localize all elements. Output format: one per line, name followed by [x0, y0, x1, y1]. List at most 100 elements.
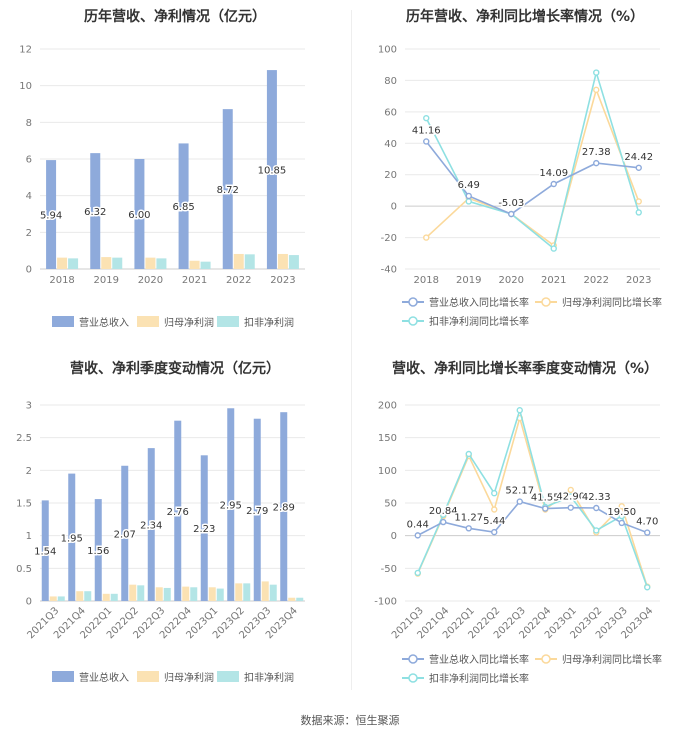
data-label: 2.89 — [273, 503, 295, 514]
legend-marker — [408, 316, 418, 326]
bar-归母净利润 — [233, 253, 244, 269]
series-point — [465, 192, 472, 200]
legend-marker — [408, 673, 418, 683]
y-tick-label: 3 — [26, 401, 32, 412]
data-label: 6.49 — [458, 180, 480, 191]
legend-swatch — [52, 316, 74, 327]
series-line-扣非净利润同比增长率 — [425, 69, 640, 250]
series-point — [414, 532, 421, 539]
series-point — [542, 505, 549, 512]
y-tick-label: -50 — [381, 564, 397, 575]
data-label: 6.00 — [128, 210, 150, 221]
bar-扣非净利润 — [296, 597, 304, 601]
y-tick-label: -20 — [381, 233, 397, 244]
series-point — [423, 138, 430, 145]
series-point — [593, 527, 600, 534]
chart-title: 营收、净利季度变动情况（亿元） — [70, 361, 280, 377]
data-label: 1.95 — [61, 533, 83, 544]
chart-title: 历年营收、净利情况（亿元） — [84, 9, 266, 25]
series-point — [635, 198, 642, 205]
y-tick-label: 0.5 — [16, 564, 32, 575]
chart-canvas: -40 -20 0 20 40 60 80 100 2018 2019 2020 2021 2022 20… — [378, 45, 662, 329]
bar-扣非净利润 — [163, 587, 171, 601]
y-tick-label: 100 — [378, 466, 397, 477]
bar-营业总收入 — [266, 70, 277, 269]
x-tick-label: 2023 — [626, 275, 651, 286]
bar-营业总收入 — [46, 160, 57, 269]
series-point — [516, 498, 523, 505]
bar-营业总收入 — [121, 465, 129, 601]
data-label: 6.32 — [84, 207, 106, 218]
bar-扣非净利润 — [269, 584, 277, 601]
bar-扣非净利润 — [216, 588, 224, 601]
data-label: 24.42 — [624, 152, 653, 163]
y-tick-label: 20 — [384, 170, 397, 181]
series-point — [550, 245, 557, 252]
bar-归母净利润 — [261, 581, 269, 601]
y-tick-label: 2 — [26, 228, 32, 239]
bar-营业总收入 — [200, 455, 208, 601]
y-tick-label: 2 — [26, 466, 32, 477]
y-tick-label: 2.5 — [16, 433, 32, 444]
data-label: 2.07 — [114, 529, 136, 540]
x-tick-label: 2018 — [414, 275, 439, 286]
quarterly-revenue-profit-chart: 营收、净利季度变动情况（亿元） 0 0.5 1 1.5 2 2.5 3 2021Q3 1.54 2… — [0, 350, 350, 710]
bar-营业总收入 — [134, 159, 145, 269]
vertical-divider — [351, 10, 352, 690]
series-line-扣非净利润同比增长率 — [417, 407, 649, 588]
y-tick-label: 200 — [378, 401, 397, 412]
legend-swatch — [217, 316, 239, 327]
y-tick-label: 8 — [26, 118, 32, 129]
chart-title: 营收、净利同比增长率季度变动情况（%） — [391, 361, 659, 377]
data-label: -5.03 — [498, 198, 524, 209]
data-label: 4.70 — [636, 517, 658, 528]
legend-label: 归母净利润 — [164, 316, 214, 329]
bar-营业总收入 — [147, 448, 155, 601]
chart-title: 历年营收、净利同比增长率情况（%） — [405, 9, 645, 25]
series-point — [644, 584, 651, 591]
legend-swatch — [52, 671, 74, 682]
series-point — [644, 529, 651, 536]
series-point — [465, 198, 472, 205]
bar-归母净利润 — [49, 596, 57, 601]
legend-label: 扣非净利润同比增长率 — [429, 315, 529, 328]
series-point — [423, 114, 430, 122]
data-label: 2.76 — [167, 507, 189, 518]
y-tick-label: 1 — [26, 531, 32, 542]
bar-扣非净利润 — [112, 257, 123, 269]
y-tick-label: 150 — [378, 433, 397, 444]
bar-扣非净利润 — [244, 254, 255, 269]
x-tick-label: 2020 — [138, 275, 163, 286]
data-label: 8.72 — [217, 185, 239, 196]
bar-营业总收入 — [280, 412, 288, 601]
legend-swatch — [137, 671, 159, 682]
data-label: 20.84 — [429, 506, 458, 517]
bar-营业总收入 — [68, 473, 76, 601]
bar-归母净利润 — [189, 260, 200, 269]
x-tick-label: 2021 — [182, 275, 207, 286]
x-tick-label: 2020 — [499, 275, 524, 286]
bar-扣非净利润 — [57, 596, 65, 601]
series-point — [618, 503, 625, 510]
data-label: 2.79 — [246, 506, 268, 517]
y-tick-label: 1.5 — [16, 499, 32, 510]
bar-归母净利润 — [57, 257, 68, 269]
y-tick-label: 4 — [26, 191, 32, 202]
series-point — [465, 525, 472, 532]
x-tick-label: 2019 — [456, 275, 481, 286]
bar-扣非净利润 — [190, 587, 198, 601]
x-tick-label: 2022 — [584, 275, 609, 286]
legend-swatch — [217, 671, 239, 682]
series-point — [440, 511, 447, 518]
chart-canvas: 00.511.522.532021Q31.542021Q41.952022Q11… — [16, 401, 305, 684]
bar-营业总收入 — [174, 420, 182, 601]
data-label: 42.90 — [556, 492, 585, 503]
bar-扣非净利润 — [110, 593, 118, 601]
series-point — [635, 209, 642, 216]
data-label: 2.34 — [140, 521, 162, 532]
data-label: 1.54 — [34, 547, 56, 558]
legend-label: 扣非净利润同比增长率 — [429, 672, 529, 685]
legend-label: 营业总收入 — [79, 316, 129, 329]
data-label: 6.85 — [172, 202, 194, 213]
bar-归母净利润 — [76, 591, 84, 601]
